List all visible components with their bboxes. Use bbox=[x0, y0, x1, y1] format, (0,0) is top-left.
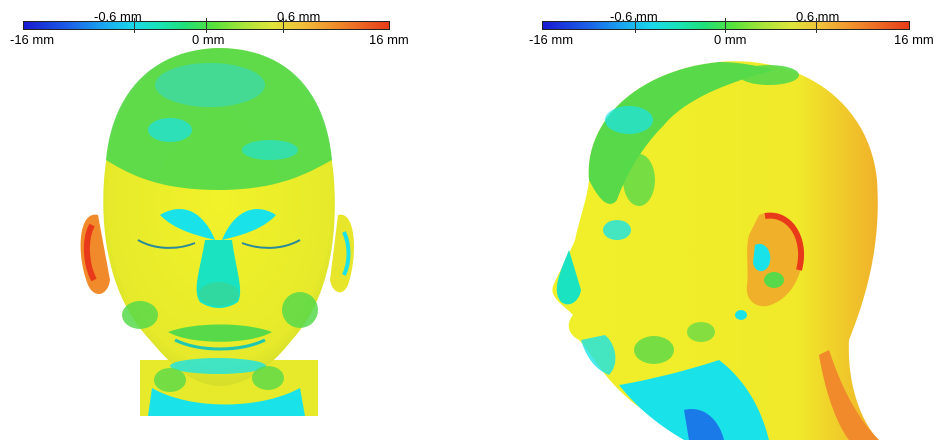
tick-mark bbox=[635, 18, 636, 33]
tick-label-neg-small: -0.6 mm bbox=[610, 9, 658, 24]
tick-mark bbox=[206, 18, 207, 33]
tick-mark bbox=[283, 18, 284, 33]
color-scale-bar bbox=[542, 21, 910, 30]
tick-label-min: -16 mm bbox=[10, 32, 55, 47]
frontal-head-model bbox=[80, 48, 354, 416]
color-scale-legend: -0.6 mm 0.6 mm -16 mm 0 mm 16 mm bbox=[469, 0, 938, 47]
color-scale-legend: -0.6 mm 0.6 mm -16 mm 0 mm 16 mm bbox=[0, 0, 469, 47]
tick-label-neg-small: -0.6 mm bbox=[94, 9, 142, 24]
tick-mark bbox=[134, 18, 135, 33]
tick-mark bbox=[725, 18, 726, 33]
tick-label-max: 16 mm bbox=[894, 32, 934, 47]
left-panel: -0.6 mm 0.6 mm -16 mm 0 mm 16 mm bbox=[0, 0, 469, 416]
tick-label-pos-small: 0.6 mm bbox=[796, 9, 840, 24]
lateral-head-model bbox=[552, 61, 879, 441]
tick-mark bbox=[816, 18, 817, 33]
tick-label-pos-small: 0.6 mm bbox=[277, 9, 321, 24]
tick-label-max: 16 mm bbox=[369, 32, 409, 47]
tick-label-zero: 0 mm bbox=[192, 32, 225, 47]
right-panel: -0.6 mm 0.6 mm -16 mm 0 mm 16 mm bbox=[469, 0, 938, 444]
tick-label-min: -16 mm bbox=[529, 32, 574, 47]
tick-label-zero: 0 mm bbox=[714, 32, 747, 47]
